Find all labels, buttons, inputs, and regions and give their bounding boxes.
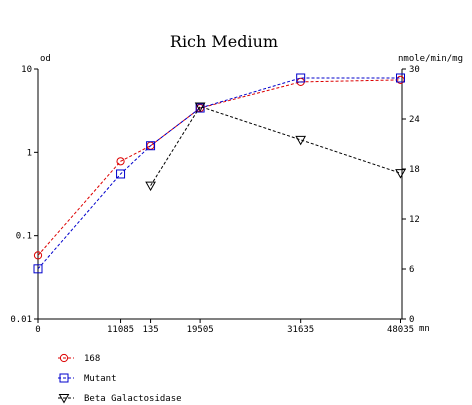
triangle-marker [395, 169, 406, 179]
right-tick-label: 24 [409, 115, 420, 125]
legend-label: Beta Galactosidase [84, 394, 182, 404]
square-marker [116, 169, 126, 179]
series-line [37, 77, 401, 270]
right-tick-label: 6 [409, 265, 414, 275]
x-axis-unit: mn [419, 324, 430, 334]
triangle-marker [194, 102, 206, 113]
left-axis-ticks: 0.01 0.1 1 10 [10, 65, 38, 325]
square-marker [33, 264, 43, 274]
legend-label: 168 [84, 354, 100, 364]
plot-series [33, 73, 406, 274]
x-tick-label: 135 [142, 325, 158, 335]
right-tick-label: 0 [409, 315, 414, 325]
right-axis-ticks: 0 6 12 18 24 30 [402, 65, 420, 325]
x-axis-ticks: 0 11085 135 19505 31635 48035 [35, 319, 414, 335]
series-line [150, 105, 401, 186]
right-axis-unit: nmole/min/mg [398, 54, 463, 64]
triangle-marker [295, 135, 307, 146]
series-1 [33, 75, 405, 260]
x-tick-label: 11085 [107, 325, 134, 335]
legend-item: 168 [58, 353, 100, 364]
x-tick-label: 48035 [387, 325, 414, 335]
series-3 [145, 102, 406, 192]
chart-title: Rich Medium [170, 32, 278, 51]
legend-item: Mutant [58, 373, 117, 384]
legend: 168 Mutant Beta Galactosidase [58, 353, 182, 404]
left-tick-label: 10 [21, 65, 32, 75]
x-tick-label: 0 [35, 325, 40, 335]
x-tick-label: 19505 [187, 325, 214, 335]
right-tick-label: 18 [409, 165, 420, 175]
circle-marker [33, 251, 43, 260]
left-axis-unit: od [40, 54, 51, 64]
x-tick-label: 31635 [287, 325, 314, 335]
series-2 [33, 73, 405, 274]
right-tick-label: 12 [409, 215, 420, 225]
right-tick-label: 30 [409, 65, 420, 75]
series-line [37, 79, 401, 256]
triangle-marker [145, 181, 156, 192]
left-tick-label: 0.01 [10, 315, 32, 325]
legend-item: Beta Galactosidase [58, 394, 182, 404]
left-tick-label: 0.1 [16, 232, 32, 242]
square-marker [296, 73, 306, 83]
left-tick-label: 1 [27, 148, 32, 158]
square-marker [395, 73, 405, 83]
square-marker [146, 141, 156, 151]
circle-marker [59, 353, 69, 363]
triangle-marker [58, 394, 70, 404]
legend-label: Mutant [84, 374, 117, 384]
circle-marker [116, 157, 125, 166]
square-marker [59, 373, 69, 383]
